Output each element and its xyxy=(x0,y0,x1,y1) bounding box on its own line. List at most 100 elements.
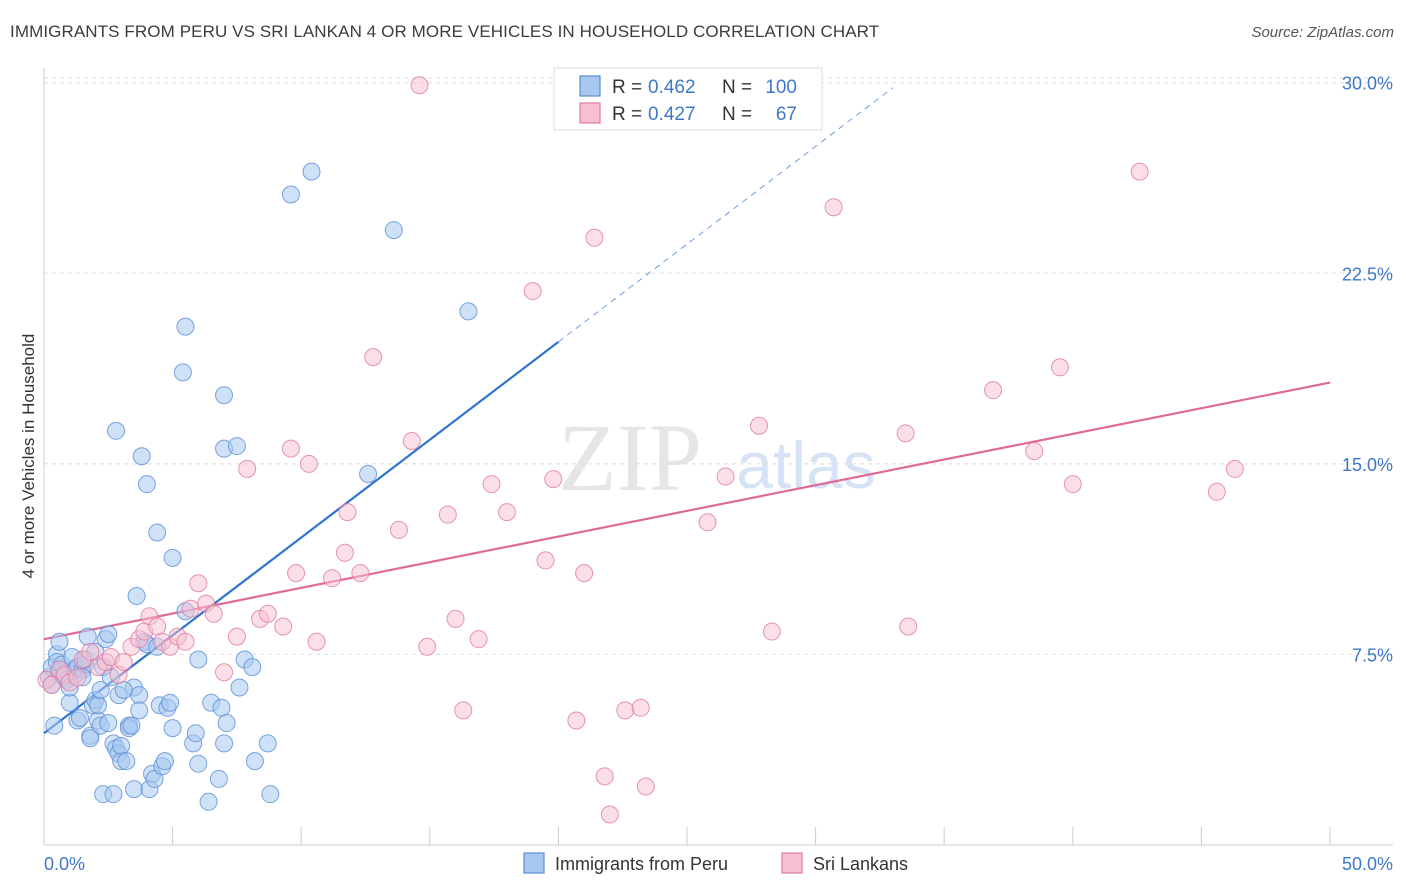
point-srilankans-2-5 xyxy=(1130,162,1149,181)
point-peru-0-69 xyxy=(189,754,208,773)
source-label: Source: ZipAtlas.com xyxy=(1251,24,1394,41)
point-peru-0-77 xyxy=(230,678,249,697)
bottom-legend-label-srilankans: Sri Lankans xyxy=(813,854,908,874)
point-peru-0-53 xyxy=(130,701,149,720)
point-peru-0-30 xyxy=(91,681,110,699)
point-peru-0-80 xyxy=(245,752,264,771)
watermark-zip: ZIP xyxy=(558,404,702,511)
point-peru-0-70 xyxy=(189,650,208,669)
point-peru-0-11 xyxy=(60,693,79,712)
bottom-legend: Immigrants from Peru Sri Lankans xyxy=(523,852,908,874)
point-srilankans-1-60 xyxy=(636,777,655,796)
y-tick-label-2: 22.5% xyxy=(1342,264,1393,284)
x-tick-label-0: 0.0% xyxy=(44,854,85,874)
point-peru-0-45 xyxy=(117,752,136,771)
trend-line-srilankans xyxy=(43,381,1331,641)
point-srilankans-1-66 xyxy=(896,424,915,443)
point-peru-0-73 xyxy=(209,769,228,788)
point-srilankans-1-32 xyxy=(281,439,300,458)
point-srilankans-1-37 xyxy=(335,543,354,562)
point-peru-0-86 xyxy=(148,523,167,542)
point-peru-0-65 xyxy=(163,719,182,738)
legend-swatch-blue xyxy=(579,75,601,97)
point-srilankans-1-33 xyxy=(287,564,306,583)
legend-n-label-0: N = xyxy=(722,77,752,98)
trend-line-peru-extension xyxy=(558,87,894,343)
point-srilankans-1-59 xyxy=(631,698,650,717)
bottom-legend-label-peru: Immigrants from Peru xyxy=(555,854,728,874)
point-srilankans-1-47 xyxy=(469,630,488,649)
y-tick-label-3: 30.0% xyxy=(1342,74,1393,94)
point-srilankans-2-8 xyxy=(410,76,429,95)
point-srilankans-1-63 xyxy=(750,416,769,435)
point-peru-0-85 xyxy=(137,475,156,494)
point-srilankans-1-56 xyxy=(595,767,614,786)
point-srilankans-1-57 xyxy=(600,805,619,824)
point-peru-0-50 xyxy=(125,780,144,799)
point-peru-0-93 xyxy=(281,185,300,204)
point-srilankans-1-51 xyxy=(536,551,555,570)
point-peru-0-35 xyxy=(99,625,118,644)
point-srilankans-1-34 xyxy=(299,454,318,473)
point-srilankans-1-45 xyxy=(446,609,465,628)
point-srilankans-1-53 xyxy=(567,711,586,730)
point-peru-0-89 xyxy=(176,317,195,336)
point-peru-0-51 xyxy=(127,586,146,605)
point-srilankans-1-43 xyxy=(418,637,437,656)
point-peru-0-94 xyxy=(302,162,321,181)
point-peru-0-95 xyxy=(359,465,378,484)
point-srilankans-1-50 xyxy=(523,282,542,301)
point-peru-0-68 xyxy=(186,724,205,743)
point-peru-0-29 xyxy=(89,696,108,715)
gridlines xyxy=(44,77,1393,655)
watermark-atlas: atlas xyxy=(736,428,875,502)
y-axis-label: 4 or more Vehicles in Household xyxy=(19,334,38,579)
point-srilankans-1-27 xyxy=(227,627,246,646)
legend-r-label-1: R = xyxy=(612,104,642,125)
legend-n-label-1: N = xyxy=(722,104,752,125)
point-srilankans-1-28 xyxy=(238,459,257,478)
bottom-legend-swatch-srilankans xyxy=(781,852,803,874)
point-srilankans-1-21 xyxy=(176,632,195,651)
point-srilankans-1-58 xyxy=(616,701,635,720)
point-peru-0-82 xyxy=(261,785,280,804)
point-peru-0-6 xyxy=(50,632,69,651)
point-peru-0-87 xyxy=(163,548,182,567)
point-srilankans-1-17 xyxy=(148,617,167,636)
point-srilankans-1-22 xyxy=(181,599,200,618)
point-srilankans-2-4 xyxy=(1063,475,1082,494)
point-srilankans-1-7 xyxy=(81,642,100,661)
point-srilankans-1-44 xyxy=(438,505,457,524)
point-srilankans-1-35 xyxy=(307,632,326,651)
point-srilankans-1-61 xyxy=(698,513,717,532)
chart-title: IMMIGRANTS FROM PERU VS SRI LANKAN 4 OR … xyxy=(10,22,880,41)
point-srilankans-1-41 xyxy=(389,520,408,539)
point-peru-0-96 xyxy=(384,221,403,240)
point-srilankans-2-7 xyxy=(1225,459,1244,478)
point-srilankans-2-1 xyxy=(984,381,1003,400)
point-peru-0-24 xyxy=(81,729,100,748)
legend-n-value-0: 100 xyxy=(765,77,797,98)
legend-swatch-pink xyxy=(579,102,601,124)
point-srilankans-1-26 xyxy=(215,663,234,682)
point-srilankans-2-3 xyxy=(1050,358,1069,377)
point-peru-0-92 xyxy=(227,437,246,456)
point-srilankans-2-0 xyxy=(899,617,918,636)
point-peru-0-83 xyxy=(107,421,126,440)
point-peru-0-44 xyxy=(112,736,131,755)
point-peru-0-36 xyxy=(99,714,118,733)
point-peru-0-74 xyxy=(212,698,231,717)
point-peru-0-88 xyxy=(173,363,192,382)
point-peru-0-97 xyxy=(459,302,478,321)
point-peru-0-64 xyxy=(161,693,180,712)
point-srilankans-1-62 xyxy=(716,467,735,486)
point-srilankans-1-42 xyxy=(402,431,421,450)
point-peru-0-79 xyxy=(243,658,262,677)
point-srilankans-1-40 xyxy=(364,348,383,367)
point-peru-0-48 xyxy=(122,716,141,735)
data-points xyxy=(37,76,1244,824)
point-srilankans-1-1 xyxy=(42,675,61,694)
point-peru-0-75 xyxy=(215,734,234,753)
point-peru-0-22 xyxy=(78,627,97,646)
